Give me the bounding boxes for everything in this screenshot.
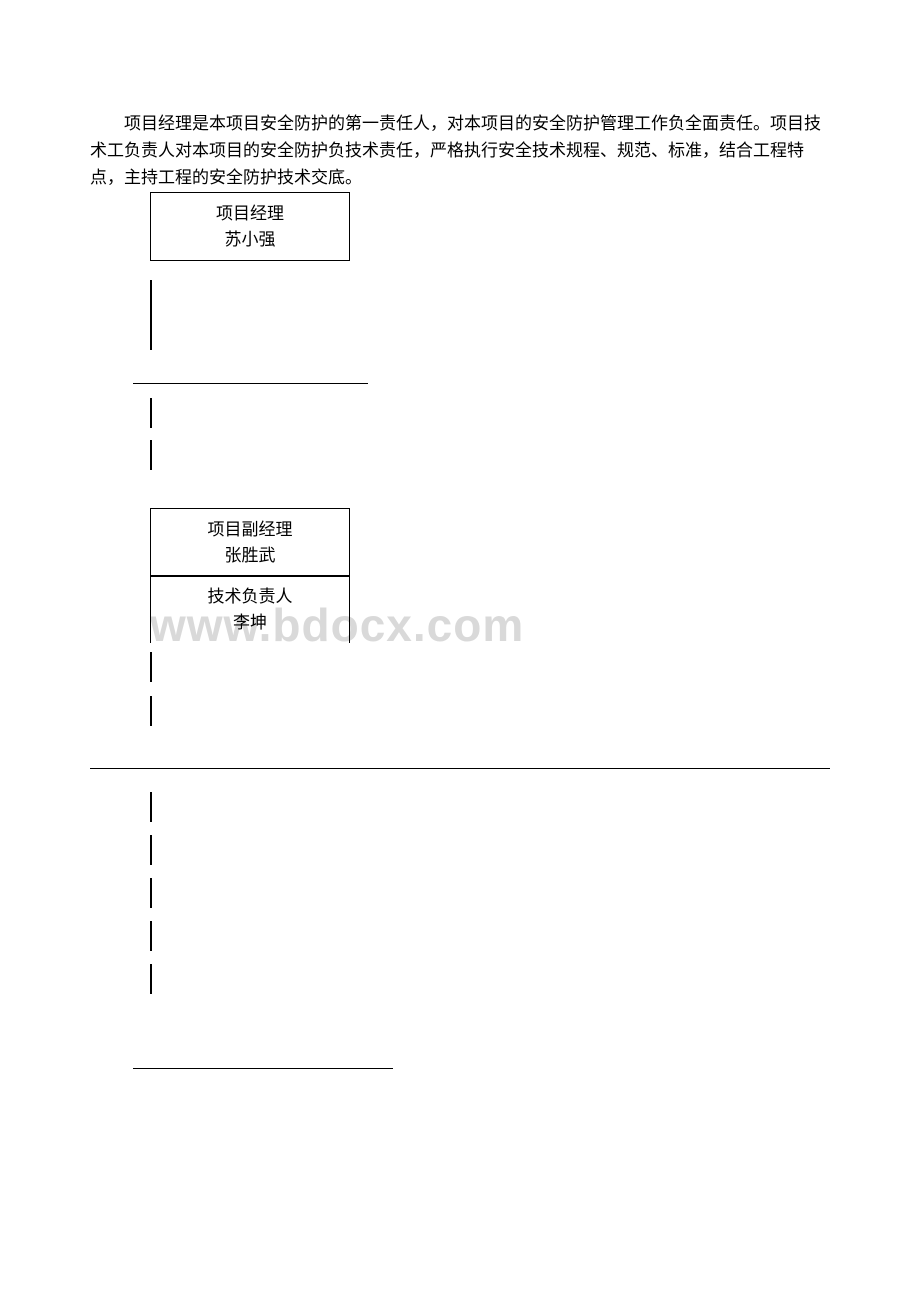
org-box-deputy-manager: 项目副经理 张胜武: [150, 508, 350, 577]
vertical-line: [150, 440, 152, 470]
org-box-project-manager: 项目经理 苏小强: [150, 192, 350, 261]
box3-title: 技术负责人: [151, 584, 349, 610]
org-box-tech-lead: 技术负责人 李坤: [150, 575, 350, 643]
box1-title: 项目经理: [151, 201, 349, 227]
vertical-line: [150, 696, 152, 726]
box2-name: 张胜武: [151, 543, 349, 569]
vertical-line: [150, 398, 152, 428]
horizontal-line: [133, 1068, 393, 1069]
vertical-line: [150, 792, 152, 822]
vertical-line: [150, 280, 152, 350]
horizontal-line: [133, 383, 368, 384]
box2-title: 项目副经理: [151, 517, 349, 543]
intro-paragraph: 项目经理是本项目安全防护的第一责任人，对本项目的安全防护管理工作负全面责任。项目…: [90, 110, 830, 192]
box1-name: 苏小强: [151, 227, 349, 253]
vertical-line: [150, 835, 152, 865]
horizontal-line: [90, 768, 830, 769]
box3-name: 李坤: [151, 610, 349, 636]
vertical-line: [150, 964, 152, 994]
vertical-line: [150, 878, 152, 908]
vertical-line: [150, 921, 152, 951]
vertical-line: [150, 652, 152, 682]
